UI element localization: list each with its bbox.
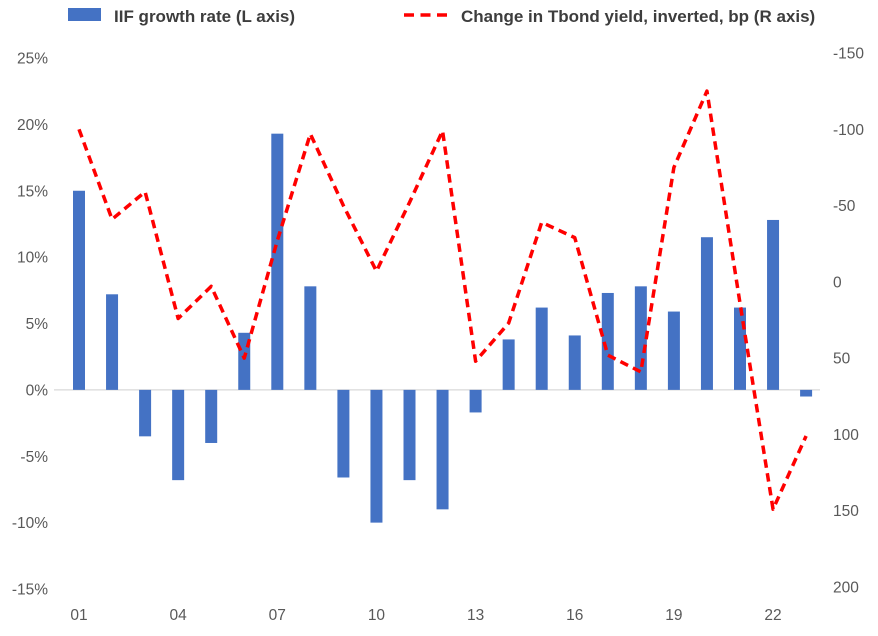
x-axis-tick-label: 13 [467,607,484,624]
legend-bar-label: IIF growth rate (L axis) [114,7,295,26]
iif-growth-bar [370,389,383,523]
right-axis-tick-label: 100 [833,427,859,444]
x-axis-tick-label: 10 [368,607,386,624]
iif-growth-bar [172,389,185,481]
left-axis-tick-label: -15% [12,582,48,599]
right-axis-tick-label: -50 [833,198,856,215]
iif-growth-bar [667,311,680,390]
x-axis-tick-label: 16 [566,607,583,624]
left-axis-tick-label: 10% [17,250,48,267]
right-axis-tick-label: -150 [833,46,864,63]
iif-growth-bar [568,335,581,390]
right-axis-tick-label: -100 [833,122,864,139]
x-axis-tick-label: 04 [170,607,188,624]
iif-growth-bar [337,389,350,478]
iif-growth-bar [767,219,780,390]
x-axis-tick-label: 01 [70,607,87,624]
x-axis-tick-label: 19 [665,607,682,624]
iif-growth-bar [734,307,746,390]
right-axis-tick-label: 200 [833,580,859,597]
plot-area: 25% 20% 15% 10% 5% 0% -5% -10% -15% -150 -100 -50 0 5… [12,46,865,625]
left-axis-tick-label: 5% [26,316,49,333]
iif-growth-bar [403,389,416,481]
right-axis-tick-label: 150 [833,503,859,520]
left-axis-tick-label: 25% [17,51,48,68]
iif-growth-bar [601,292,614,390]
right-axis-tick-label: 0 [833,274,842,291]
legend-line-label: Change in Tbond yield, inverted, bp (R a… [461,7,815,26]
iif-growth-bar [535,307,548,390]
iif-growth-bar [700,237,713,390]
x-axis-tick-label: 07 [269,607,286,624]
iif-growth-bar [139,389,152,437]
tbond-yield-line [77,89,808,511]
iif-growth-bar [502,339,515,390]
iif-growth-bar [304,286,317,390]
iif-growth-bar [469,389,482,413]
legend: IIF growth rate (L axis) Change in Tbond… [68,7,815,26]
x-axis-tick-label: 22 [764,607,781,624]
right-axis-tick-label: 50 [833,351,851,368]
left-axis-tick-label: -10% [12,515,48,532]
iif-growth-bar [73,190,85,390]
iif-growth-bar [800,389,813,397]
iif-growth-bar [106,294,119,390]
iif-growth-bar [271,133,284,390]
left-axis-tick-label: 20% [17,117,48,134]
left-axis-tick-label: 0% [26,382,49,399]
legend-bar-swatch [68,8,101,21]
iif-growth-bar [436,389,449,510]
iif-growth-bar [205,389,218,443]
left-axis-tick-label: -5% [20,449,48,466]
left-axis-tick-label: 15% [17,183,48,200]
